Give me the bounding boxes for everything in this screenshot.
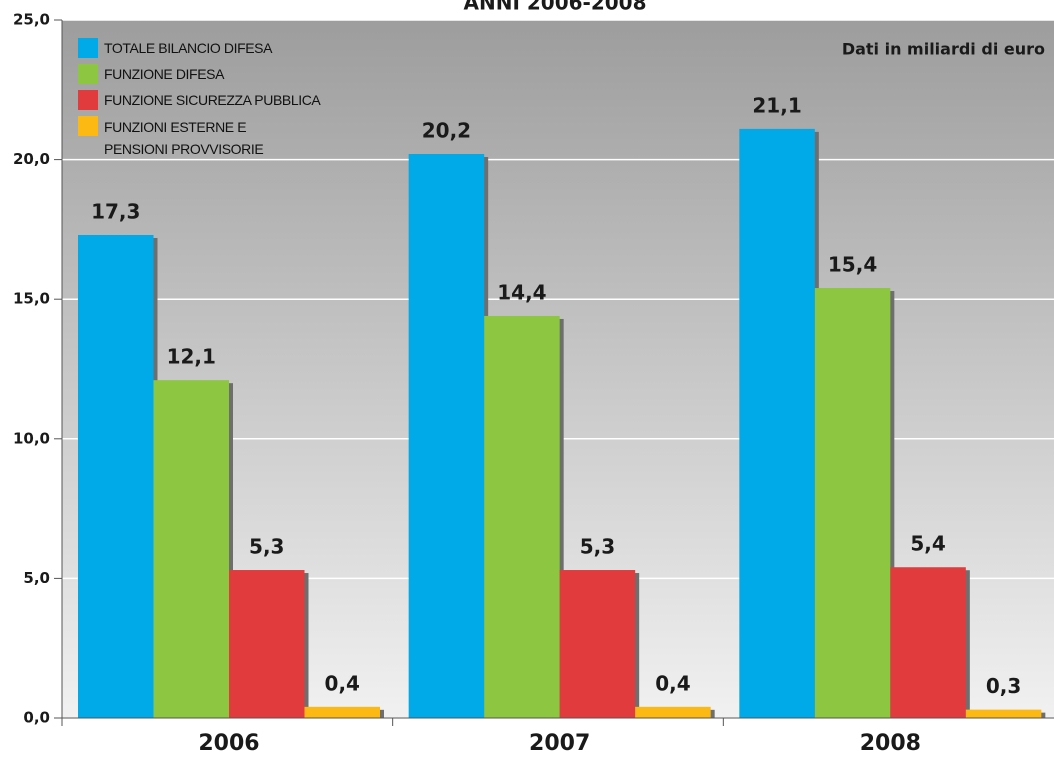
data-label: 0,4 (325, 671, 360, 695)
legend-label: TOTALE BILANCIO DIFESA (104, 40, 273, 56)
y-tick-label: 25,0 (13, 11, 50, 29)
y-tick-label: 0,0 (23, 709, 50, 727)
bar (304, 706, 380, 718)
annotation: Dati in miliardi di euro (842, 40, 1045, 59)
y-tick-label: 10,0 (13, 429, 50, 447)
legend-item: FUNZIONE SICUREZZA PUBBLICA (78, 90, 321, 110)
bar (890, 567, 966, 718)
bar (229, 570, 305, 718)
bar (78, 234, 154, 718)
data-label: 5,3 (249, 535, 284, 559)
legend-swatch (78, 64, 98, 84)
data-label: 15,4 (828, 253, 877, 277)
data-label: 14,4 (497, 280, 546, 304)
legend-label: FUNZIONE DIFESA (104, 66, 225, 82)
bar (739, 128, 815, 718)
chart-title: ANNI 2006-2008 (464, 0, 647, 15)
data-label: 17,3 (91, 199, 140, 223)
data-label: 21,1 (752, 93, 801, 117)
bar (635, 706, 711, 718)
legend-label: FUNZIONE SICUREZZA PUBBLICA (104, 92, 321, 108)
data-label: 0,4 (655, 671, 690, 695)
data-label: 0,3 (986, 674, 1021, 698)
legend: TOTALE BILANCIO DIFESA FUNZIONE DIFESA FUN… (78, 38, 321, 166)
legend-item: FUNZIONE DIFESA (78, 64, 320, 84)
legend-swatch (78, 38, 98, 58)
bar (814, 288, 891, 718)
legend-item: TOTALE BILANCIO DIFESA (78, 38, 320, 58)
legend-swatch (78, 90, 98, 110)
y-tick-label: 20,0 (13, 150, 50, 168)
x-tick-label: 2008 (860, 731, 921, 756)
legend-item: FUNZIONI ESTERNE E PENSIONI PROVVISORIE (78, 116, 320, 160)
bar (153, 380, 229, 718)
data-label: 5,3 (580, 535, 615, 559)
data-label: 20,2 (422, 119, 471, 143)
bar (484, 315, 560, 718)
legend-label: FUNZIONI ESTERNE E PENSIONI PROVVISORIE (104, 119, 264, 157)
x-tick-label: 2006 (198, 731, 259, 756)
data-label: 12,1 (167, 345, 216, 369)
legend-swatch (78, 116, 98, 136)
x-tick-label: 2007 (529, 731, 590, 756)
y-tick-label: 15,0 (13, 290, 50, 308)
bar (965, 709, 1042, 718)
data-label: 5,4 (910, 532, 945, 556)
y-tick-label: 5,0 (23, 569, 50, 587)
bar (408, 154, 485, 719)
bar (559, 570, 636, 718)
